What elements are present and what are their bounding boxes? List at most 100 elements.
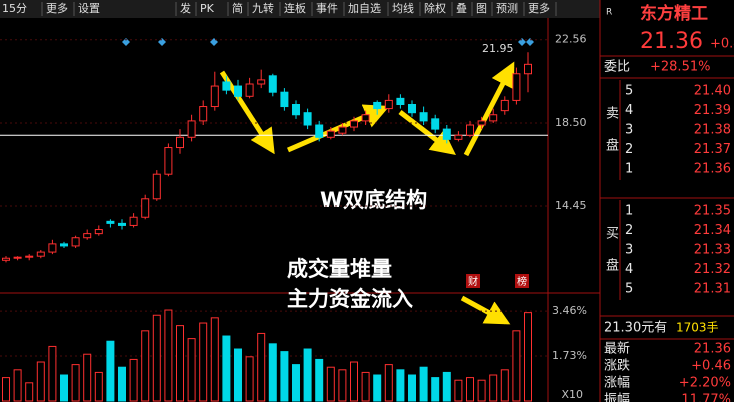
volume-bar (187, 338, 196, 402)
volume-bar (25, 382, 34, 402)
toolbar-item[interactable]: 发 (180, 1, 191, 15)
volume-bar (106, 340, 115, 402)
volume-bar (210, 317, 219, 402)
trade-vol: 1703手 (676, 321, 719, 335)
toolbar-item[interactable]: 除权 (424, 1, 446, 15)
book-price: 21.36 (694, 162, 731, 177)
volume-bar (384, 364, 393, 402)
candle-body (245, 83, 254, 97)
change: +0.4 (710, 37, 734, 52)
toolbar-item[interactable]: 简 (232, 1, 243, 15)
candle-body (350, 120, 358, 128)
stat-label: 振幅 (604, 393, 630, 402)
volume-bar (36, 361, 45, 402)
candle-body (408, 103, 416, 114)
volume-bar (454, 379, 463, 402)
volume-bar (2, 377, 10, 402)
book-price: 21.39 (694, 103, 731, 118)
candle-body (152, 173, 161, 200)
candle-body (303, 112, 312, 126)
book-price: 21.33 (694, 243, 731, 258)
volume-bar (315, 358, 324, 402)
volume-bar (222, 335, 231, 402)
volume-bar (13, 369, 22, 402)
y-tick-label: 14.45 (555, 199, 587, 212)
volume-bar (48, 345, 57, 402)
volume-bar (71, 364, 80, 402)
volume-bar (118, 366, 126, 402)
candle-body (164, 147, 173, 175)
book-level: 5 (625, 84, 633, 99)
volume-bar (500, 369, 509, 402)
volume-bar (129, 358, 138, 402)
toolbar-item[interactable]: 设置 (78, 2, 100, 15)
candle-body (106, 220, 115, 224)
book-price: 21.31 (694, 282, 731, 297)
candle-body (94, 229, 103, 235)
toolbar-item[interactable]: 九转 (252, 1, 274, 15)
volume-bar (176, 325, 184, 402)
volume-bar (164, 309, 173, 402)
volume-bar (234, 348, 242, 402)
y-tick-label: 3.46% (552, 304, 587, 317)
volume-bar (303, 348, 312, 402)
volume-bar (60, 374, 68, 402)
toolbar-item[interactable]: 叠 (456, 2, 467, 15)
candle-body (315, 124, 324, 138)
volume-bar (477, 379, 486, 402)
candle-body (384, 99, 393, 110)
book-level: 3 (625, 123, 633, 138)
high-label: 21.95 (482, 42, 514, 55)
candle-body (48, 243, 57, 253)
volume-unit: X10 (561, 388, 583, 401)
volume-bar (83, 353, 92, 402)
stat-value: +0.46 (691, 359, 731, 374)
stat-value: +2.20% (679, 376, 731, 391)
candle-body (524, 63, 532, 75)
candle-body (222, 81, 231, 91)
toolbar-item[interactable]: 预测 (496, 2, 518, 15)
candle-body (2, 257, 10, 261)
candle-body (442, 128, 451, 140)
toolbar-item[interactable]: PK (200, 2, 215, 15)
toolbar-item[interactable]: 图 (476, 2, 487, 15)
volume-note: 成交量堆量 (287, 257, 392, 281)
toolbar-item[interactable]: 加自选 (348, 2, 381, 15)
toolbar-item[interactable]: 更多 (46, 1, 68, 15)
toolbar-item[interactable]: 更多 (528, 1, 550, 15)
book-level: 4 (625, 262, 633, 277)
book-level: 1 (625, 204, 633, 219)
toolbar-item[interactable]: 连板 (284, 1, 306, 15)
book-price: 21.38 (694, 123, 731, 138)
book-level: 3 (625, 243, 633, 258)
toolbar-item[interactable]: 事件 (316, 2, 338, 15)
volume-bar (326, 366, 335, 402)
candle-body (338, 126, 347, 134)
volume-bar (442, 371, 451, 402)
book-price: 21.34 (694, 223, 731, 238)
candle-body (36, 251, 45, 257)
stat-value: 11.77% (681, 393, 731, 402)
candle-body (512, 73, 521, 101)
pattern-note: W双底结构 (320, 188, 427, 212)
candle-body (257, 79, 266, 85)
volume-bar (199, 322, 208, 402)
volume-bar (524, 312, 532, 402)
book-price: 21.37 (694, 142, 731, 157)
volume-bar (338, 369, 347, 402)
candle-body (373, 101, 382, 110)
stat-label: 最新 (604, 341, 630, 357)
candle-body (326, 130, 335, 138)
y-tick-label: 18.50 (555, 116, 587, 129)
toolbar-item[interactable]: 均线 (392, 1, 414, 15)
candle-body (199, 106, 208, 122)
candle-body (141, 198, 150, 218)
toolbar-item[interactable]: 15分 (2, 2, 27, 15)
price: 21.36 (640, 29, 703, 54)
volume-bar (292, 364, 300, 402)
candle-body (431, 118, 440, 130)
volume-bar (466, 377, 474, 402)
candle-body (25, 255, 34, 258)
candle-body (361, 114, 370, 122)
